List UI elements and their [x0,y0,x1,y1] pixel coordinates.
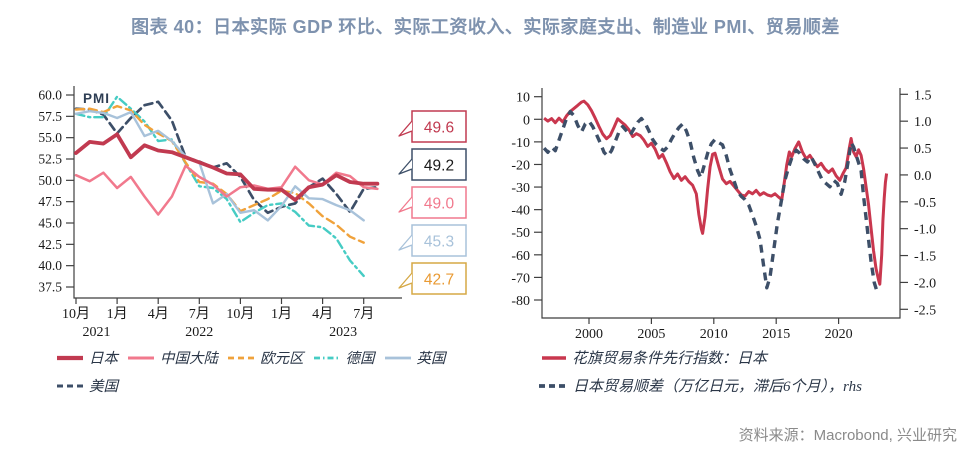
svg-text:-80: -80 [511,294,530,309]
figure-title: 图表 40：日本实际 GDP 环比、实际工资收入、实际家庭支出、制造业 PMI、… [131,17,840,37]
svg-text:52.5: 52.5 [38,152,62,167]
us-line-swatch [57,383,83,388]
svg-text:-20: -20 [511,158,530,173]
germany-line-swatch [313,356,340,359]
svg-text:0.0: 0.0 [914,169,932,184]
legend-label-japan: 日本 [89,351,118,367]
svg-text:10: 10 [516,91,530,106]
svg-text:4月: 4月 [148,306,169,322]
legend-item-germany: 德国 [313,347,375,368]
trade-chart: 10 0 -10 -20 -30 -40 -50 -60 -70 -80 1.5 1.0 0.5 0.0 -… [511,88,936,342]
trade-legend-row1: 花旗贸易条件先行指数：日本 [541,347,767,368]
svg-text:55.0: 55.0 [38,130,62,145]
svg-text:2022: 2022 [185,325,213,340]
svg-text:2005: 2005 [637,327,665,342]
citi-index-line-swatch [542,355,566,360]
svg-text:7月: 7月 [189,306,210,322]
svg-text:1月: 1月 [271,306,292,322]
svg-text:-50: -50 [511,226,530,241]
svg-text:-60: -60 [511,249,530,264]
svg-text:49.6: 49.6 [424,120,454,137]
legend-item-citi-index: 花旗贸易条件先行指数：日本 [541,347,767,368]
svg-text:2015: 2015 [762,327,790,342]
svg-text:0: 0 [523,113,530,128]
legend-label-eurozone: 欧元区 [260,351,304,367]
svg-text:-40: -40 [511,204,530,219]
svg-text:40.0: 40.0 [38,258,62,273]
svg-text:45.3: 45.3 [424,234,454,251]
svg-text:-2.0: -2.0 [914,276,936,291]
legend-item-japan: 日本 [56,347,118,368]
svg-text:-1.5: -1.5 [914,250,936,265]
legend-label-citi-index: 花旗贸易条件先行指数：日本 [572,351,768,367]
svg-text:42.5: 42.5 [38,237,62,252]
svg-text:10月: 10月 [62,306,90,322]
legend-label-germany: 德国 [345,351,375,367]
legend-item-us: 美国 [56,375,118,396]
svg-text:4月: 4月 [312,306,333,322]
pmi-legend-row1: 日本 中国大陆 欧元区 德国 英国 [56,347,446,368]
svg-text:47.5: 47.5 [38,194,62,209]
svg-text:50.0: 50.0 [38,173,62,188]
svg-text:7月: 7月 [353,306,374,322]
china-line-swatch [128,356,154,359]
svg-text:2000: 2000 [575,327,603,342]
svg-text:-2.5: -2.5 [914,303,936,318]
svg-text:2010: 2010 [700,327,728,342]
charts-canvas: 60.0 57.5 55.0 52.5 50.0 47.5 45.0 42.5 40.0 37.5… [38,86,936,342]
legend-item-eurozone: 欧元区 [227,347,304,368]
legend-item-china: 中国大陆 [127,347,218,368]
svg-text:PMI: PMI [83,91,110,106]
legend-label-trade-surplus: 日本贸易顺差（万亿日元，滞后6个月），rhs [573,379,862,395]
legend-label-uk: 英国 [416,351,446,367]
svg-text:37.5: 37.5 [38,280,62,295]
japan-line-swatch [57,355,83,360]
svg-text:10月: 10月 [226,306,254,322]
svg-text:2020: 2020 [825,327,853,342]
svg-text:-30: -30 [511,181,530,196]
pmi-chart: 60.0 57.5 55.0 52.5 50.0 47.5 45.0 42.5 40.0 37.5… [38,86,467,340]
svg-text:49.2: 49.2 [424,158,454,175]
svg-text:42.7: 42.7 [424,272,454,289]
svg-text:1.0: 1.0 [914,115,932,130]
pmi-legend-row2: 美国 [56,375,118,396]
svg-text:0.5: 0.5 [914,142,932,157]
eurozone-line-swatch [228,356,254,359]
svg-text:2021: 2021 [83,325,111,340]
source-note: 资料来源：Macrobond, 兴业研究 [738,427,957,444]
svg-text:60.0: 60.0 [38,88,62,103]
trade-legend-row2: 日本贸易顺差（万亿日元，滞后6个月），rhs [538,375,862,396]
legend-label-china: 中国大陆 [160,351,218,367]
svg-text:57.5: 57.5 [38,109,62,124]
svg-text:-70: -70 [511,271,530,286]
svg-text:49.0: 49.0 [424,196,455,213]
svg-text:45.0: 45.0 [38,216,62,231]
svg-text:-1.0: -1.0 [914,223,936,238]
legend-item-trade-surplus: 日本贸易顺差（万亿日元，滞后6个月），rhs [538,375,862,396]
svg-text:1月: 1月 [107,306,128,322]
trade-surplus-line-swatch [539,383,567,388]
svg-text:-10: -10 [511,136,530,151]
svg-text:-0.5: -0.5 [914,196,936,211]
svg-text:1.5: 1.5 [914,88,932,103]
legend-label-us: 美国 [89,379,118,395]
svg-text:2023: 2023 [329,325,357,340]
uk-line-swatch [384,356,411,359]
legend-item-uk: 英国 [384,347,446,368]
